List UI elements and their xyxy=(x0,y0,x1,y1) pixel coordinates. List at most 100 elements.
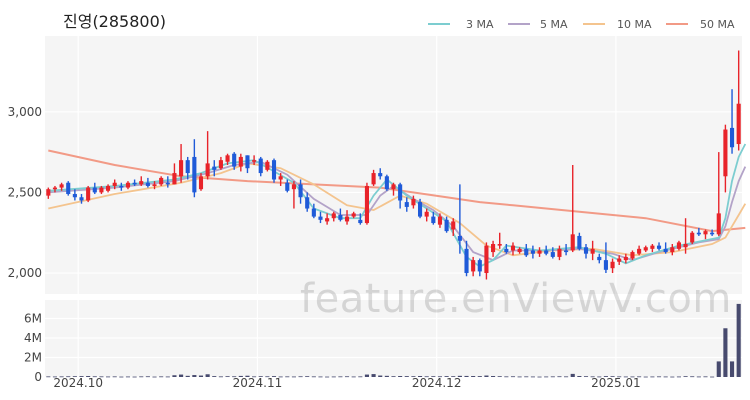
volume-bar xyxy=(232,376,237,378)
candle-body xyxy=(325,218,330,222)
candle-body xyxy=(185,160,190,174)
candle xyxy=(119,182,124,191)
candle-body xyxy=(517,248,522,253)
volume-bar xyxy=(139,376,144,378)
candle-body xyxy=(252,160,257,162)
candle xyxy=(285,179,290,193)
volume-bar xyxy=(703,376,708,378)
candlesticks xyxy=(46,50,741,280)
volume-bar xyxy=(198,375,204,377)
candle xyxy=(570,165,575,253)
candle-body xyxy=(617,258,622,262)
volume-bar xyxy=(212,376,217,377)
candle xyxy=(52,185,58,193)
candle-body xyxy=(577,235,582,249)
candle-body xyxy=(398,184,403,201)
candle-body xyxy=(696,232,701,235)
candle-body xyxy=(139,181,144,185)
volume-bar xyxy=(179,374,184,377)
candle xyxy=(79,194,84,204)
candle xyxy=(696,227,701,236)
candle-body xyxy=(152,184,157,186)
price-tick-label: 2,000 xyxy=(8,266,42,280)
candle-body xyxy=(132,182,137,185)
candle xyxy=(72,189,77,201)
candle-body xyxy=(271,160,277,180)
candle-body xyxy=(364,185,370,224)
candle xyxy=(371,169,376,186)
volume-bar xyxy=(225,376,230,378)
volume-bars xyxy=(46,303,741,378)
candle xyxy=(610,258,615,274)
volume-bar xyxy=(86,376,91,377)
candle xyxy=(265,160,270,172)
volume-bar xyxy=(119,376,124,378)
candle-body xyxy=(670,247,675,253)
candle-body xyxy=(218,160,223,169)
volume-bar xyxy=(550,376,555,378)
candle-body xyxy=(504,248,509,253)
candle xyxy=(165,176,170,188)
candle-body xyxy=(537,250,542,254)
candle-body xyxy=(212,166,217,170)
candle xyxy=(172,163,177,185)
candle xyxy=(690,231,695,245)
candle xyxy=(736,50,741,151)
volume-bar xyxy=(338,376,343,378)
candle-body xyxy=(464,248,469,274)
candle-body xyxy=(378,173,383,177)
candle-body xyxy=(650,245,655,249)
volume-bar xyxy=(464,375,469,377)
volume-bar xyxy=(676,376,681,378)
volume-tick-label: 2M xyxy=(24,351,42,365)
candle-body xyxy=(311,208,316,217)
candle xyxy=(617,255,622,265)
candle xyxy=(464,240,469,277)
volume-bar xyxy=(723,328,728,377)
candle xyxy=(431,211,436,225)
candle xyxy=(643,245,648,253)
candle xyxy=(630,250,635,261)
candle xyxy=(86,185,91,203)
volume-bar xyxy=(729,361,735,377)
volume-bar xyxy=(384,375,389,377)
candle-body xyxy=(179,160,184,177)
candle-body xyxy=(424,211,429,217)
volume-bar xyxy=(424,376,429,378)
volume-bar xyxy=(152,376,157,378)
candle-body xyxy=(690,232,695,243)
candle xyxy=(676,240,681,251)
volume-bar xyxy=(484,375,489,377)
volume-bar xyxy=(59,376,64,378)
candle-body xyxy=(391,184,396,190)
candle-body xyxy=(305,197,310,209)
volume-tick-label: 0 xyxy=(34,370,42,384)
volume-bar xyxy=(444,376,449,377)
volume-bar xyxy=(570,373,575,377)
candle xyxy=(623,253,628,264)
volume-bar xyxy=(637,376,642,378)
candle-body xyxy=(491,244,496,253)
volume-bar xyxy=(623,376,628,378)
volume-bar xyxy=(298,376,303,378)
candle-body xyxy=(125,182,131,188)
candle-body xyxy=(165,182,170,185)
candle xyxy=(192,139,197,198)
candle xyxy=(597,253,602,264)
candle-body xyxy=(477,260,482,272)
candle xyxy=(205,131,210,180)
candle-body xyxy=(703,231,708,235)
legend-label-ma50: 50 MA xyxy=(700,18,735,31)
candle-body xyxy=(623,256,628,261)
candle-body xyxy=(159,177,164,185)
candle xyxy=(271,158,277,183)
candle-body xyxy=(411,198,416,206)
volume-bar xyxy=(358,376,363,378)
volume-bar xyxy=(583,376,589,378)
candle xyxy=(159,176,164,186)
date-tick-label: 2024.11 xyxy=(233,376,283,390)
candle xyxy=(530,245,535,259)
candle xyxy=(491,240,496,257)
volume-tick-label: 6M xyxy=(24,312,42,326)
candle xyxy=(683,218,688,254)
